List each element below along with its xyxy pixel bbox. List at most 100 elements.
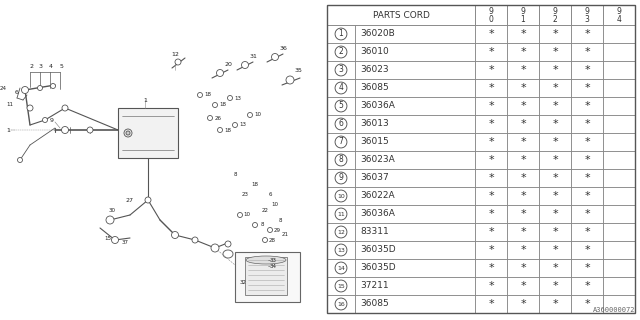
Text: *: * [488,191,494,201]
Text: *: * [520,173,526,183]
Circle shape [27,105,33,111]
Bar [118,108,178,158]
Text: *: * [488,101,494,111]
Circle shape [262,237,268,243]
Bar [571,115,603,133]
Bar [571,277,603,295]
Text: 1: 1 [6,127,10,132]
Bar [327,5,475,25]
Bar [571,187,603,205]
Text: 3: 3 [339,66,344,75]
Text: 2: 2 [552,15,557,24]
Text: *: * [488,137,494,147]
Circle shape [192,237,198,243]
Bar [355,223,475,241]
Text: *: * [488,29,494,39]
Text: 3: 3 [584,15,589,24]
Bar [507,25,539,43]
Circle shape [211,244,219,252]
Text: 6: 6 [268,193,272,197]
Text: *: * [520,281,526,291]
Circle shape [62,105,68,111]
Circle shape [172,231,179,238]
Text: 28: 28 [269,237,275,243]
Text: 9: 9 [584,6,589,15]
Bar [603,295,635,313]
Text: 32: 32 [239,279,246,284]
Bar [507,277,539,295]
Text: 37211: 37211 [360,282,388,291]
Text: *: * [520,101,526,111]
Bar [475,187,507,205]
Circle shape [38,85,42,91]
Text: *: * [584,227,590,237]
Text: 15: 15 [337,284,345,289]
Bar [327,187,355,205]
Bar [571,79,603,97]
Bar [571,295,603,313]
Text: 12: 12 [337,229,345,235]
Text: *: * [520,83,526,93]
Bar [603,61,635,79]
Text: 10: 10 [243,212,250,218]
Text: *: * [552,245,558,255]
Bar [475,205,507,223]
Text: *: * [584,245,590,255]
Text: 36015: 36015 [360,138,388,147]
Text: 9: 9 [520,6,525,15]
Bar [571,151,603,169]
Circle shape [207,116,212,121]
Bar [539,25,571,43]
Bar [539,169,571,187]
Bar [539,115,571,133]
Bar [603,151,635,169]
Bar [355,79,475,97]
Text: *: * [552,155,558,165]
Text: *: * [584,65,590,75]
Text: 4: 4 [339,84,344,92]
Bar [571,43,603,61]
Text: 20: 20 [224,62,232,68]
Text: *: * [584,155,590,165]
Text: *: * [584,173,590,183]
Bar [603,79,635,97]
Bar [507,259,539,277]
Circle shape [218,127,223,132]
Text: 6: 6 [15,91,19,95]
Circle shape [126,131,130,135]
Text: *: * [552,209,558,219]
Circle shape [225,241,231,247]
Text: 1: 1 [143,98,147,102]
Circle shape [268,228,273,233]
Text: *: * [520,209,526,219]
Text: 16: 16 [337,301,345,307]
Text: 36037: 36037 [360,173,388,182]
Text: *: * [552,281,558,291]
Text: 36085: 36085 [360,84,388,92]
Text: 15: 15 [104,236,111,241]
Text: 36035D: 36035D [360,245,396,254]
Text: 36036A: 36036A [360,101,395,110]
Text: 18: 18 [225,127,232,132]
Circle shape [227,95,232,100]
Text: 10: 10 [337,194,345,198]
Bar [355,115,475,133]
Bar [327,223,355,241]
Text: *: * [520,29,526,39]
Text: 18: 18 [252,182,259,188]
Text: 9: 9 [552,6,557,15]
Bar [475,25,507,43]
Bar [355,169,475,187]
Ellipse shape [246,256,286,264]
Bar [355,151,475,169]
Text: 9: 9 [339,173,344,182]
Text: *: * [488,281,494,291]
Bar [475,115,507,133]
Text: *: * [488,173,494,183]
Bar [327,277,355,295]
Text: *: * [488,209,494,219]
Bar [327,79,355,97]
Text: 11: 11 [337,212,345,217]
Text: *: * [584,29,590,39]
Text: 21: 21 [282,233,289,237]
